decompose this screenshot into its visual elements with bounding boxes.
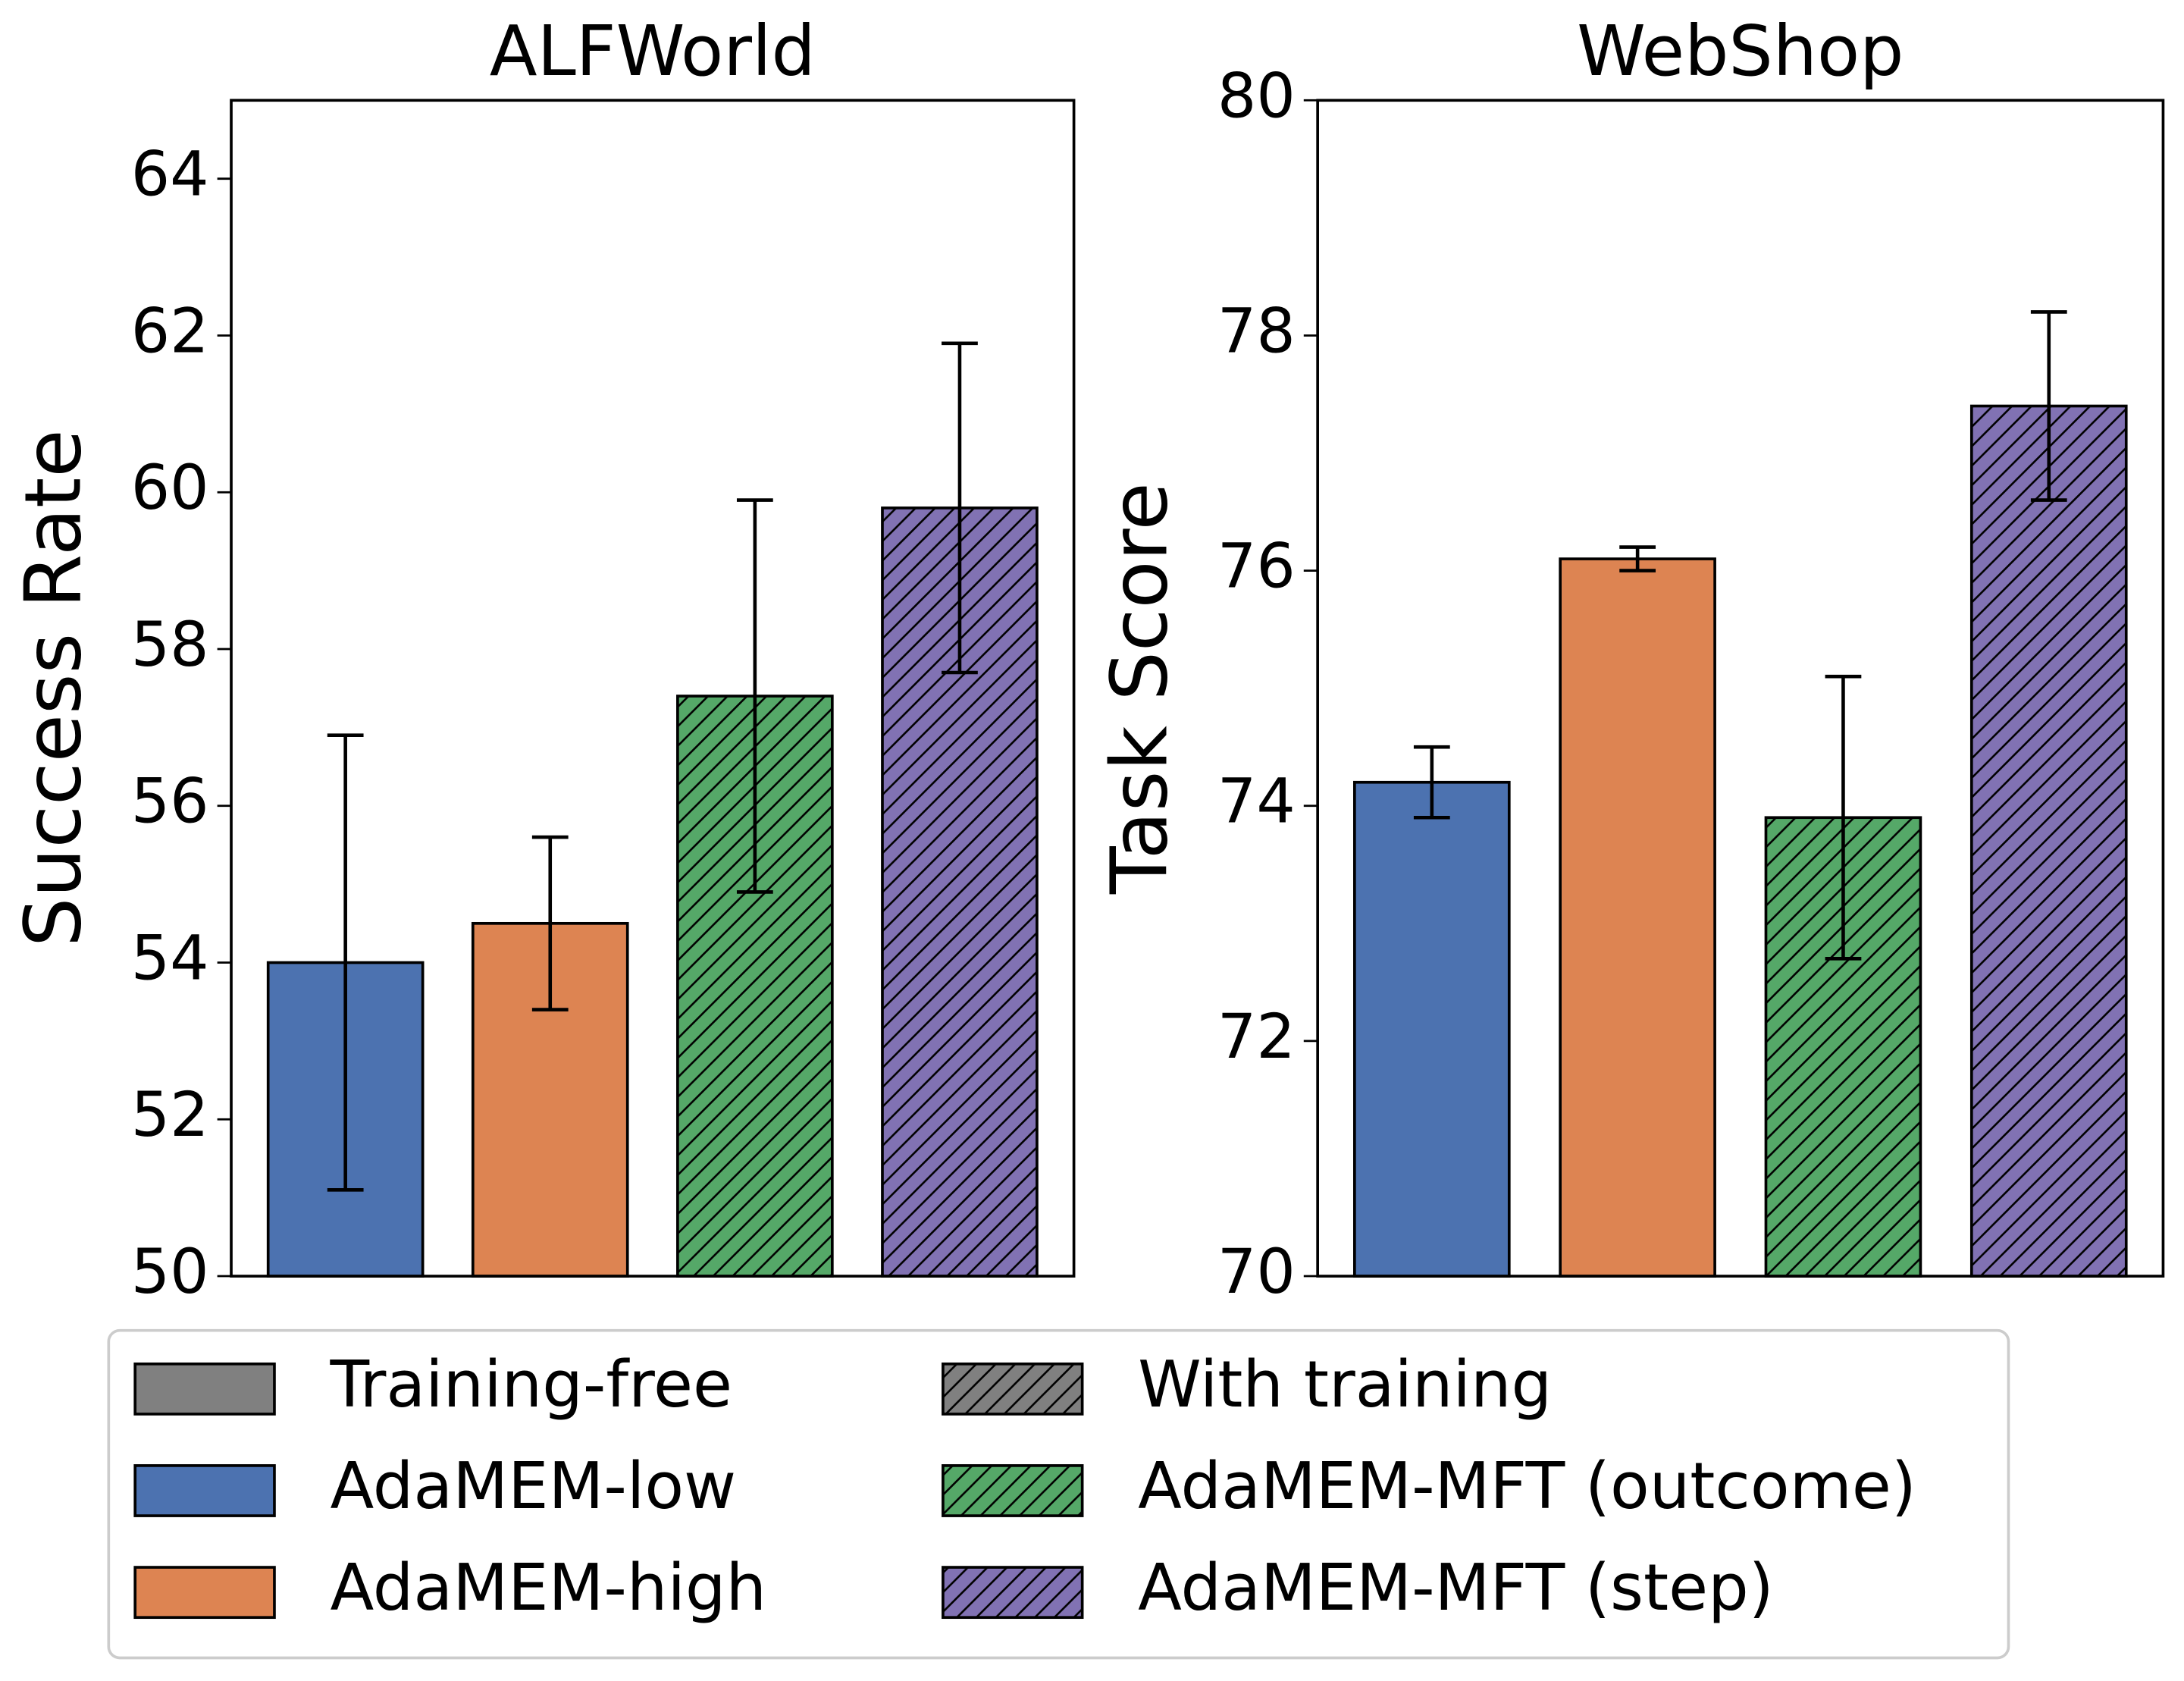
legend-label: AdaMEM-high <box>330 1551 766 1625</box>
bar <box>1353 780 1511 1278</box>
legend-swatch <box>942 1464 1084 1517</box>
y-tick-label: 54 <box>131 923 209 994</box>
y-tick-label: 62 <box>131 296 209 367</box>
y-tick-label: 70 <box>1217 1237 1296 1308</box>
y-tick-label: 56 <box>131 767 209 838</box>
bar <box>1969 404 2128 1278</box>
bar <box>1559 557 1716 1278</box>
y-tick-label: 50 <box>131 1237 209 1308</box>
y-tick-label: 74 <box>1217 767 1296 838</box>
y-tick-label: 58 <box>131 610 209 681</box>
legend-swatch <box>942 1566 1084 1620</box>
legend-swatch <box>942 1362 1084 1416</box>
legend-swatch <box>133 1362 276 1416</box>
chart-title: WebShop <box>1577 11 1904 92</box>
legend-label: AdaMEM-MFT (step) <box>1138 1551 1774 1625</box>
legend-label: AdaMEM-MFT (outcome) <box>1138 1449 1916 1523</box>
legend-swatch <box>133 1566 276 1620</box>
plot-frame <box>1316 99 2165 1278</box>
legend-swatch <box>133 1464 276 1517</box>
y-axis-label: Success Rate <box>8 429 99 947</box>
chart-title: ALFWorld <box>490 11 816 92</box>
y-axis-label: Task Score <box>1095 482 1186 895</box>
legend-label: AdaMEM-low <box>330 1449 736 1523</box>
y-tick-label: 64 <box>131 140 209 211</box>
y-tick-label: 60 <box>131 453 209 524</box>
y-tick-label: 72 <box>1217 1002 1296 1073</box>
plot-frame <box>230 99 1076 1278</box>
legend-label: Training-free <box>329 1347 732 1422</box>
y-tick-label: 80 <box>1217 61 1296 132</box>
y-tick-label: 78 <box>1217 296 1296 367</box>
y-tick-label: 76 <box>1217 532 1296 603</box>
y-tick-label: 52 <box>131 1080 209 1151</box>
legend-label: With training <box>1138 1347 1552 1422</box>
